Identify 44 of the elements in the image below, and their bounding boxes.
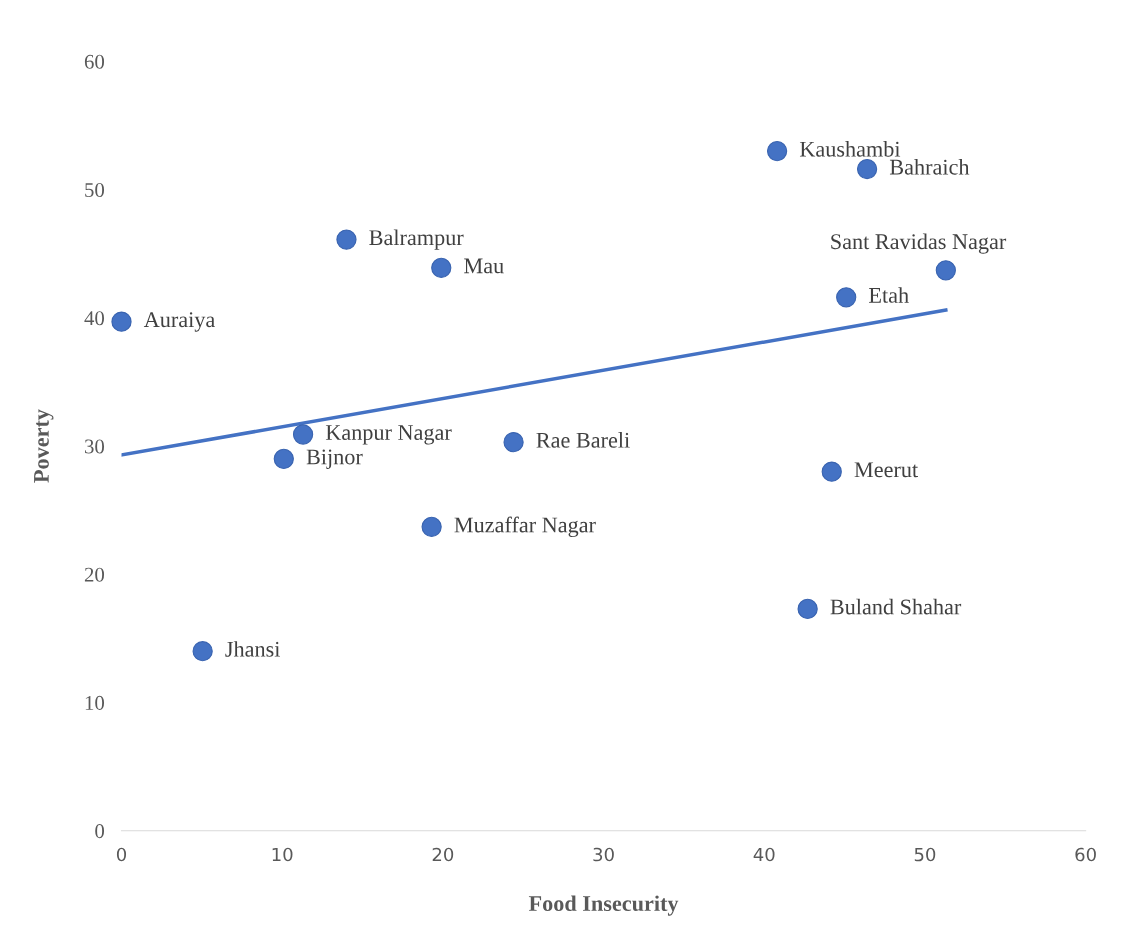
annotation: Jhansi [225, 641, 280, 657]
x-tick-label: 0 [116, 847, 127, 862]
y-tick-label: 30 [85, 439, 105, 454]
point [336, 229, 357, 250]
annotation: Kanpur Nagar [325, 425, 452, 445]
y-axis-title: Poverty [34, 409, 54, 483]
x-tick-label: 20 [432, 847, 454, 862]
point [766, 140, 788, 162]
point [421, 516, 442, 537]
point [431, 257, 452, 278]
y-tick-label: 60 [84, 54, 105, 69]
x-tick-label: 60 [1075, 847, 1096, 862]
y-tick-label: 50 [85, 182, 105, 198]
point [503, 432, 524, 453]
y-tick-label: 20 [84, 567, 105, 582]
annotation: Muzaffar Nagar [454, 516, 596, 538]
point [111, 311, 132, 332]
annotation: Bahraich [889, 158, 970, 175]
point [856, 158, 878, 180]
point [935, 260, 956, 281]
point [836, 287, 857, 308]
x-tick-label: 50 [914, 847, 936, 862]
y-tick-label: 10 [85, 695, 105, 710]
annotation: Rae Bareli [536, 432, 630, 448]
annotation: Balrampur [369, 229, 464, 250]
annotation: Kaushambi [799, 141, 901, 157]
point [273, 448, 294, 469]
annotation: Sant Ravidas Nagar [831, 233, 1007, 254]
annotation: Buland Shahar [830, 598, 962, 615]
x-axis-title: Food Insecurity [528, 895, 679, 916]
annotation: Mau [464, 258, 504, 274]
annotation: Bijnor [306, 449, 363, 469]
point [292, 424, 314, 445]
point [797, 598, 818, 620]
point [821, 461, 842, 482]
x-tick-label: 30 [593, 847, 614, 862]
x-tick-label: 40 [753, 847, 775, 862]
annotation: Meerut [854, 462, 918, 478]
x-tick-label: 10 [272, 847, 293, 862]
y-tick-label: 0 [95, 824, 105, 839]
point [192, 641, 213, 662]
annotation: Auraiya [143, 312, 215, 332]
y-tick-label: 40 [84, 311, 105, 326]
annotation: Etah [869, 287, 909, 303]
